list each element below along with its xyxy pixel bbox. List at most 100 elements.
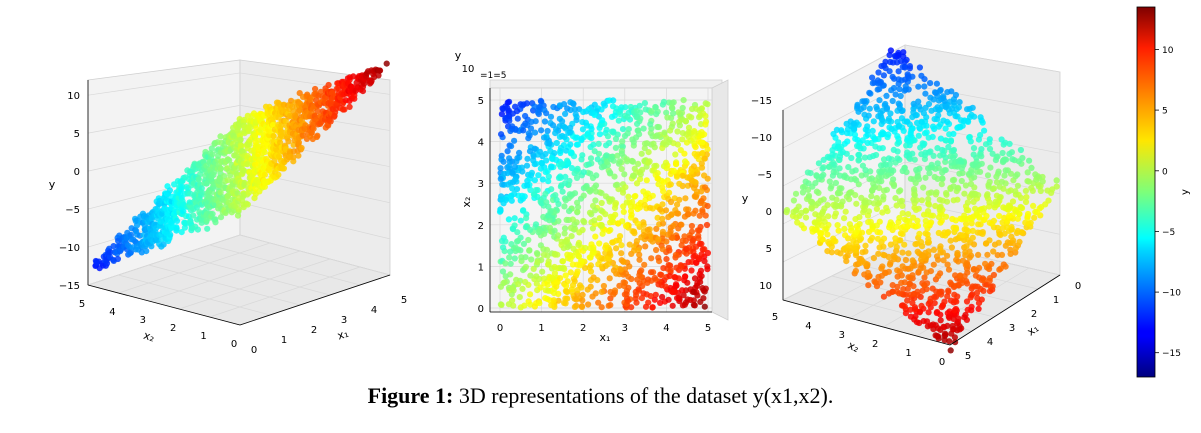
left-point [298,144,305,152]
middle-point [574,165,581,172]
middle-point [508,143,515,150]
right-point [968,215,976,222]
right-z-tick: 5 [766,244,772,255]
right-point [887,110,894,117]
middle-point [621,279,629,286]
middle-point [628,304,635,311]
middle-point [701,246,708,253]
middle-point [642,303,650,310]
right-point [929,285,936,292]
right-point [899,249,906,256]
middle-point [695,235,702,242]
right-point [871,278,878,285]
middle-point [674,295,681,302]
middle-point [673,173,681,180]
middle-point [683,250,690,257]
right-point [998,136,1005,143]
right-point [856,214,863,221]
middle-point [678,221,685,228]
right-point [941,229,948,236]
right-point [891,254,899,261]
left-z-tick: −5 [65,205,80,216]
middle-point [645,149,652,156]
middle-point [561,238,569,245]
middle-point [596,215,603,222]
middle-point [530,153,537,160]
right-point [999,149,1006,157]
right-point [869,234,876,241]
middle-point [580,108,587,116]
right-point [932,322,939,329]
middle-point [672,160,680,167]
middle-point [576,262,583,269]
right-point [889,97,896,105]
middle-point [624,130,631,137]
middle-point [606,139,613,147]
middle-point [619,138,626,145]
right-point [1023,194,1030,201]
middle-point [692,252,699,259]
left-point [269,121,277,128]
right-point [811,226,818,233]
right-point [954,249,961,257]
left-point [295,139,302,146]
right-point [947,347,954,354]
right-point [917,239,925,246]
middle-point [660,265,667,272]
right-point [987,164,994,171]
middle-point [575,204,582,211]
middle-point [506,254,513,261]
right-point [1031,214,1038,221]
middle-point [612,200,620,207]
middle-point [628,211,635,218]
middle-x-tick: 2 [580,323,586,334]
right-point [942,125,949,132]
right-point [876,244,883,251]
right-point [858,229,866,236]
left-point [238,142,245,150]
right-point [922,217,929,225]
right-point [829,194,836,201]
right-point [878,63,885,70]
right-point [927,94,934,101]
right-point [883,92,890,99]
middle-point [684,211,691,218]
middle-point [679,172,686,179]
right-z-tick: 10 [759,281,772,292]
middle-point [633,107,641,114]
right-point [948,88,955,95]
middle-point [545,212,552,219]
middle-point [668,211,675,218]
middle-point [512,244,519,251]
right-point [956,170,963,177]
middle-point [615,117,622,124]
middle-point [698,150,706,157]
middle-point [666,189,673,196]
middle-point [704,202,711,210]
middle-point [637,176,644,183]
middle-point [522,263,530,271]
middle-point [688,267,695,274]
middle-point [662,159,670,166]
middle-point [604,133,612,140]
middle-point [575,241,582,248]
middle-point [566,129,574,136]
left-point [148,243,155,250]
middle-point [633,180,641,187]
right-point [950,130,957,137]
right-point [897,198,904,205]
right-3d-plot: −15 −10 −5 0 5 10 0 1 2 3 4 5 0 1 2 3 4 5 y x₂ x₁ [742,44,1081,368]
right-point [951,307,958,314]
middle-point [587,262,595,269]
middle-point [704,266,711,273]
right-point [870,255,878,262]
right-point [865,282,872,289]
middle-point [500,158,507,165]
right-point [1037,187,1044,195]
middle-point [662,283,669,290]
right-point [993,173,1000,180]
right-point [916,165,923,172]
left-point [212,219,219,226]
middle-point [567,124,574,131]
middle-point [678,263,685,270]
